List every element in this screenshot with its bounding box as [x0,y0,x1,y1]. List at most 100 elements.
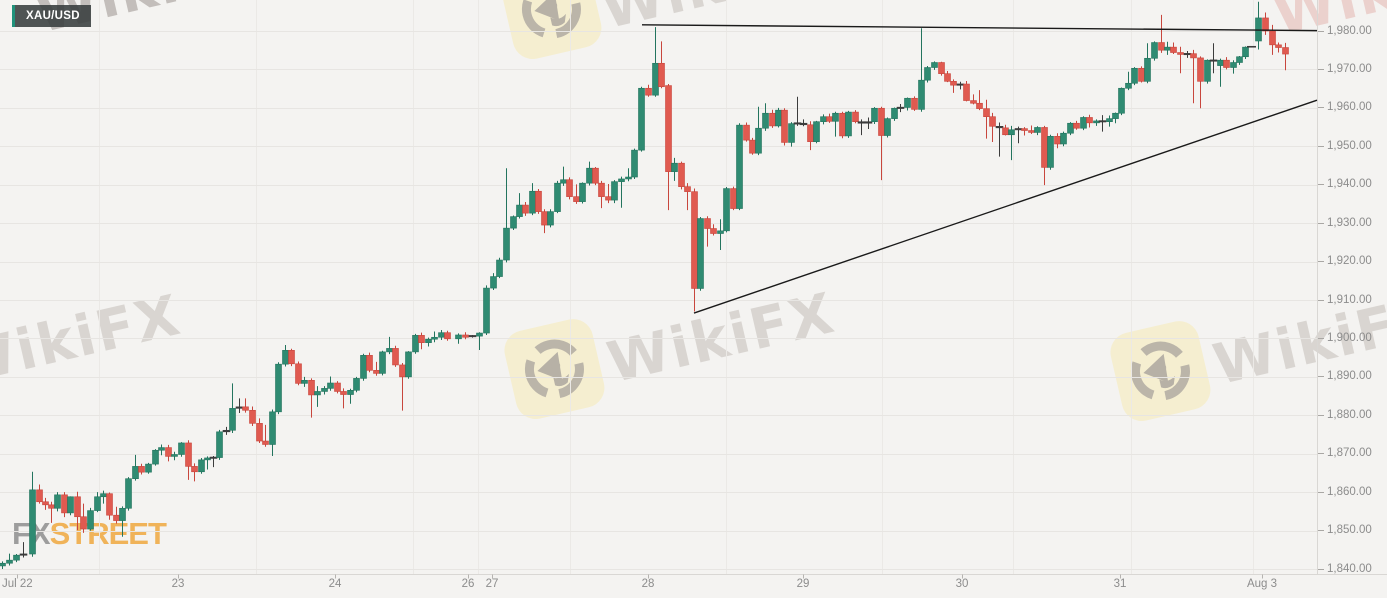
candle [845,111,852,137]
candle [665,85,672,172]
candle [19,553,28,556]
candle [671,162,678,172]
candle [191,466,198,473]
candle [314,391,321,396]
candle [1197,57,1204,82]
candle [438,332,445,338]
candle [125,478,132,509]
candle [476,332,483,337]
candle [54,494,61,509]
candle [379,351,386,374]
candle [74,496,81,518]
candle [598,182,605,197]
candle [684,186,691,192]
candle [334,382,341,392]
candle [455,334,462,340]
candle [717,230,724,234]
candle [736,124,743,209]
candle [61,494,68,514]
candle [697,218,704,289]
candle [938,62,945,74]
candle [983,108,990,117]
candle [308,380,315,396]
candle [94,496,101,511]
candle [198,459,205,473]
candle [1125,82,1132,89]
candle [347,390,354,395]
candle [857,121,866,124]
trendline-ascending-support[interactable] [693,99,1318,314]
candle [989,116,996,127]
candle [788,123,795,143]
candle [1054,135,1061,145]
candle [235,406,244,409]
candle [462,334,469,338]
candle [896,106,905,109]
candle [678,162,685,187]
candle [29,489,36,555]
candle [48,504,55,509]
candle [222,429,231,433]
candle [510,216,517,229]
candle [611,181,618,201]
candle [242,406,249,411]
candle [152,449,159,465]
candle [573,196,580,202]
candle [132,466,139,479]
candle [1131,67,1138,84]
candle [652,62,659,96]
candle [1217,59,1224,66]
candle [586,167,593,184]
candle [1106,118,1113,122]
candle [373,370,380,374]
candle [1275,44,1282,48]
candle [1158,42,1165,51]
candle [1190,53,1197,59]
candle [976,102,983,109]
candle [490,276,497,289]
candle [405,351,412,378]
candle [781,109,788,143]
candle [813,121,820,142]
candle [431,336,438,340]
candle [704,218,711,229]
candle [956,83,965,86]
candle [560,179,567,184]
candle [638,87,645,151]
candle [67,496,74,514]
candle [229,408,236,431]
candle [249,409,256,424]
candle [970,100,977,104]
candle [1014,128,1023,131]
candle [1242,46,1249,58]
candle [340,391,347,395]
candle [1034,127,1041,133]
candle [256,423,263,442]
candle [1086,117,1093,124]
symbol-badge[interactable]: XAU/USD [12,5,91,27]
candle [871,107,878,122]
candle [216,431,223,458]
candle [618,178,625,182]
candle [891,107,898,119]
candle [42,501,49,506]
candle [1138,67,1145,82]
trendline-resistance[interactable] [641,24,1318,32]
candle [366,355,373,371]
candle [911,97,918,110]
candle [904,97,911,108]
candle [282,350,289,365]
candle [918,79,925,110]
candle [1151,42,1158,59]
candle [412,335,419,353]
candle [178,442,185,455]
candle [1060,132,1067,145]
symbol-badge-label: XAU/USD [26,10,80,22]
candle [165,447,172,457]
candle [878,107,885,136]
candle [691,191,698,289]
candle [392,348,399,366]
candle [0,562,6,567]
